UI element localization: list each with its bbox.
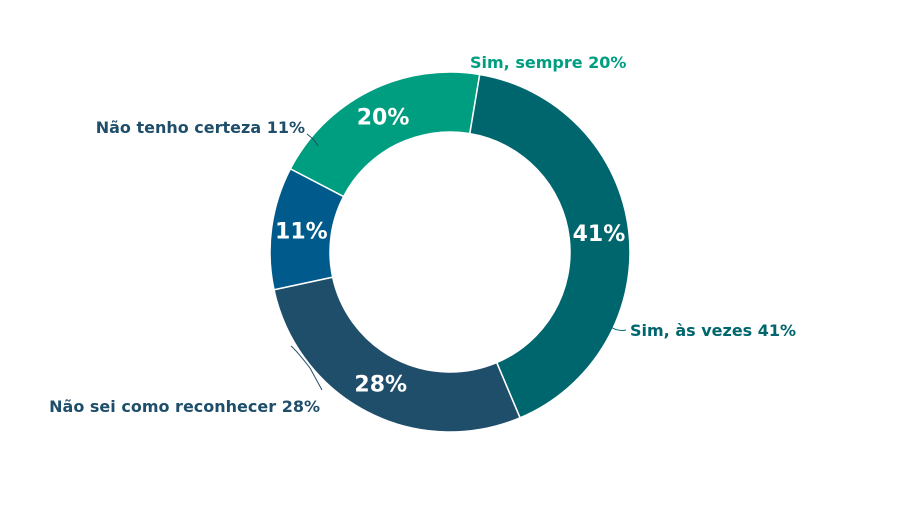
slice-outer-label: Sim, às vezes 41% bbox=[630, 321, 796, 340]
slice-outer-label: Sim, sempre 20% bbox=[470, 53, 626, 72]
slice-percent-label: 41% bbox=[573, 222, 626, 247]
slice-outer-label: Não tenho certeza 11% bbox=[96, 118, 305, 137]
leader-line bbox=[290, 345, 323, 391]
donut-slice bbox=[289, 71, 481, 198]
slice-outer-label: Não sei como reconhecer 28% bbox=[49, 397, 320, 416]
leader-line bbox=[306, 133, 319, 147]
donut-slice bbox=[468, 73, 631, 419]
slice-percent-label: 28% bbox=[354, 373, 407, 398]
leader-line bbox=[608, 325, 627, 331]
donut-slice bbox=[269, 167, 345, 291]
leader-lines bbox=[290, 75, 627, 391]
slice-outer-labels: Sim, sempre 20% Sim, às vezes 41% Não sei … bbox=[49, 53, 796, 416]
slice-percent-label: 20% bbox=[357, 105, 410, 130]
donut-slices bbox=[269, 71, 631, 433]
slice-percent-label: 11% bbox=[275, 219, 328, 244]
donut-slice bbox=[273, 276, 522, 433]
slice-percent-labels: 20% 41% 28% 11% bbox=[275, 105, 625, 397]
leader-line bbox=[467, 75, 471, 87]
